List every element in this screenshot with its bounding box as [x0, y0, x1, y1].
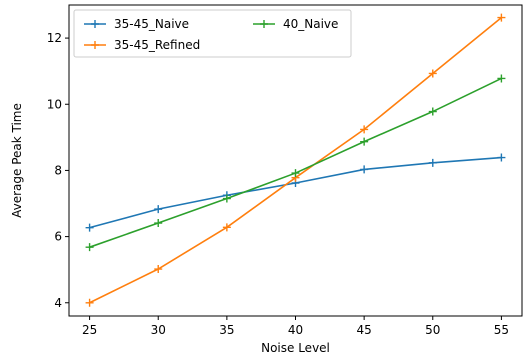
data-point	[291, 169, 300, 178]
x-tick-label: 55	[494, 323, 509, 337]
legend-item: 35-45_Naive	[84, 17, 189, 31]
x-axis: 25 30 35 40 45 50 55	[82, 316, 509, 337]
x-tick-label: 35	[219, 323, 234, 337]
series-35-45-naive	[85, 153, 506, 232]
series-40-naive	[85, 74, 506, 252]
y-tick-label: 10	[47, 97, 62, 111]
legend: 35-45_Naive 35-45_Refined 40_Naive	[73, 9, 352, 58]
x-tick-label: 30	[151, 323, 166, 337]
data-point	[154, 219, 163, 228]
legend-label: 35-45_Naive	[114, 17, 189, 31]
x-axis-label: Noise Level	[261, 341, 330, 355]
legend-box	[73, 9, 352, 58]
series-35-45-refined	[85, 13, 506, 307]
y-tick-label: 6	[54, 230, 62, 244]
data-point	[428, 107, 437, 116]
data-point	[497, 13, 506, 22]
data-point	[428, 69, 437, 78]
data-point	[85, 243, 94, 252]
data-point	[360, 165, 369, 174]
legend-label: 40_Naive	[283, 17, 338, 31]
series-line	[89, 16, 502, 304]
y-axis: 4 6 8 10 12	[47, 31, 69, 310]
data-point	[222, 194, 231, 203]
x-tick-label: 40	[288, 323, 303, 337]
x-tick-label: 45	[356, 323, 371, 337]
data-point	[222, 223, 231, 232]
x-tick-label: 50	[425, 323, 440, 337]
data-point	[497, 153, 506, 162]
series-line	[89, 156, 502, 229]
y-axis-label: Average Peak Time	[10, 103, 24, 218]
legend-marker	[91, 41, 99, 49]
data-point	[360, 137, 369, 146]
legend-item: 40_Naive	[253, 17, 338, 31]
data-point	[497, 74, 506, 83]
legend-marker	[260, 20, 268, 28]
legend-item: 35-45_Refined	[84, 38, 200, 52]
y-tick-label: 8	[54, 163, 62, 177]
y-tick-label: 12	[47, 31, 62, 45]
legend-label: 35-45_Refined	[114, 38, 200, 52]
x-tick-label: 25	[82, 323, 97, 337]
data-point	[360, 125, 369, 134]
data-point	[85, 298, 94, 307]
data-point	[154, 265, 163, 274]
data-point	[428, 158, 437, 167]
series-layer	[85, 13, 506, 307]
data-point	[154, 205, 163, 214]
y-tick-label: 4	[54, 296, 62, 310]
legend-marker	[91, 20, 99, 28]
data-point	[85, 223, 94, 232]
